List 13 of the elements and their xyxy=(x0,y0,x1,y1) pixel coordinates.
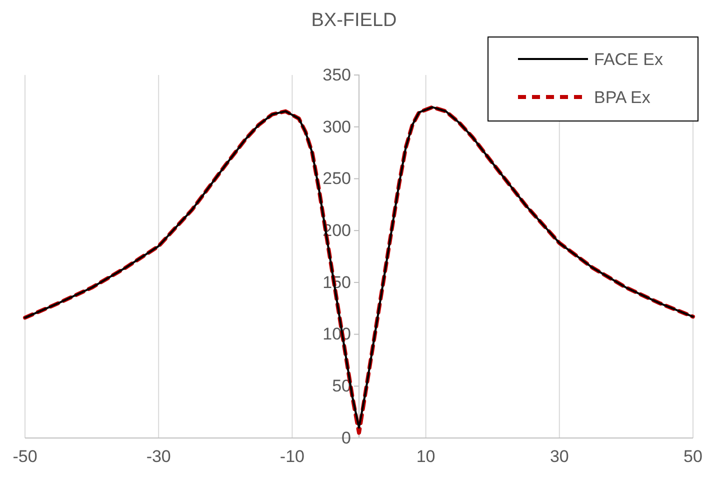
x-tick-label: -30 xyxy=(146,447,171,466)
x-tick-label: -50 xyxy=(12,447,38,466)
x-tick-label: 10 xyxy=(416,447,436,466)
y-tick-label: 300 xyxy=(322,117,351,136)
legend-label: FACE Ex xyxy=(594,50,664,69)
x-tick-label: 50 xyxy=(684,447,702,466)
chart-title: BX-FIELD xyxy=(311,10,397,31)
x-tick-label: -10 xyxy=(280,447,304,466)
y-tick-label: 250 xyxy=(322,169,351,188)
legend-label: BPA Ex xyxy=(594,88,651,107)
y-tick-label: 350 xyxy=(322,65,351,84)
y-tick-label: 0 xyxy=(342,428,351,448)
x-tick-label: 30 xyxy=(550,447,569,466)
